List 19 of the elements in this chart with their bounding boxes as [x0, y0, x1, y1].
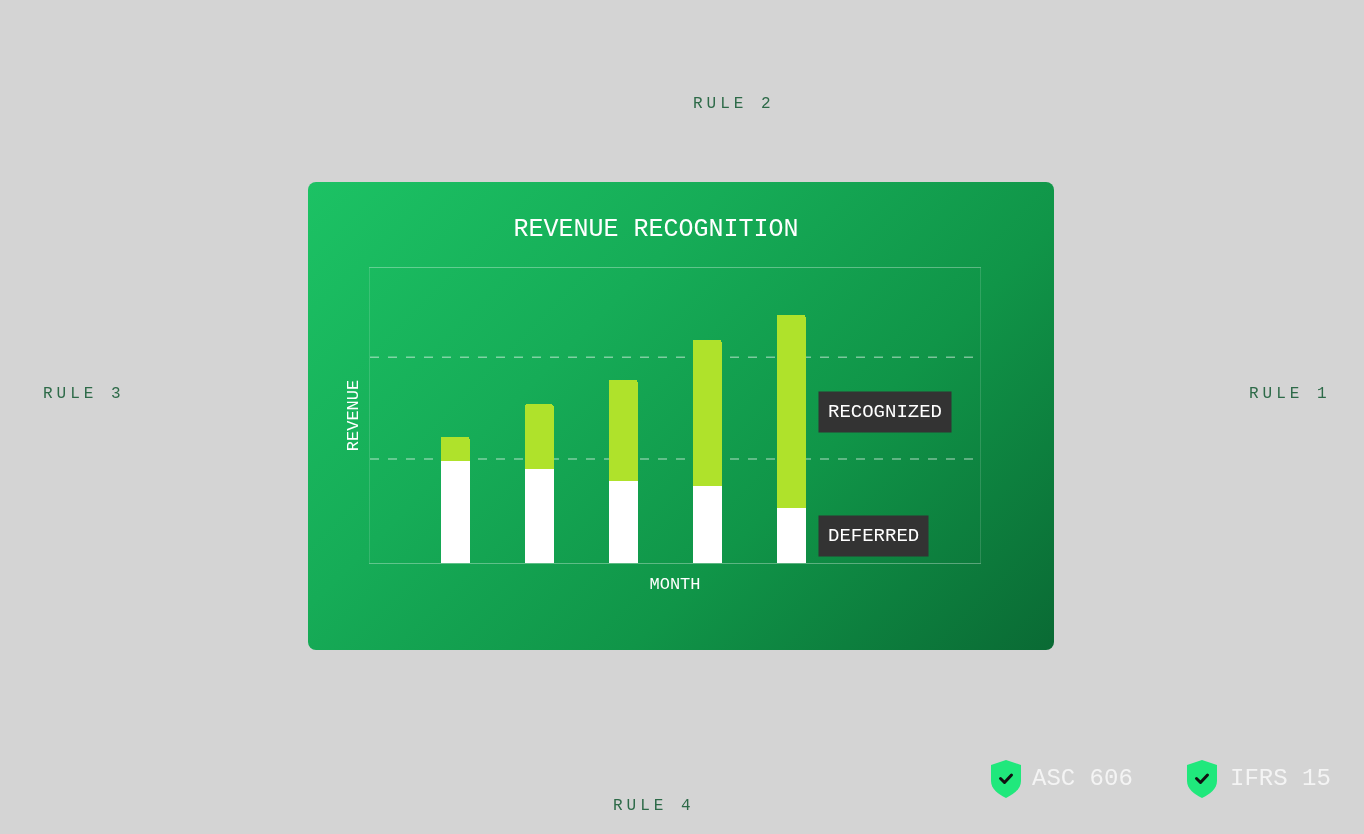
bar	[608, 379, 638, 482]
text: RULE 3	[43, 385, 125, 403]
bar	[440, 461, 470, 563]
bar	[608, 481, 638, 563]
bar	[524, 468, 554, 563]
bar	[524, 404, 554, 469]
chart-title: REVENUE RECOGNITION	[513, 214, 799, 244]
bar	[776, 315, 806, 509]
series-label: RECOGNIZED	[828, 401, 943, 423]
x-axis-title: MONTH	[649, 575, 701, 595]
bar	[692, 486, 722, 563]
bar	[440, 436, 470, 462]
y-axis-title: REVENUE	[343, 379, 363, 452]
text: RULE 2	[693, 95, 775, 113]
text: RULE 1	[1249, 385, 1331, 403]
series-label: DEFERRED	[828, 525, 920, 547]
text: RULE 4	[613, 797, 695, 815]
bar	[692, 339, 722, 487]
bar	[776, 508, 806, 563]
